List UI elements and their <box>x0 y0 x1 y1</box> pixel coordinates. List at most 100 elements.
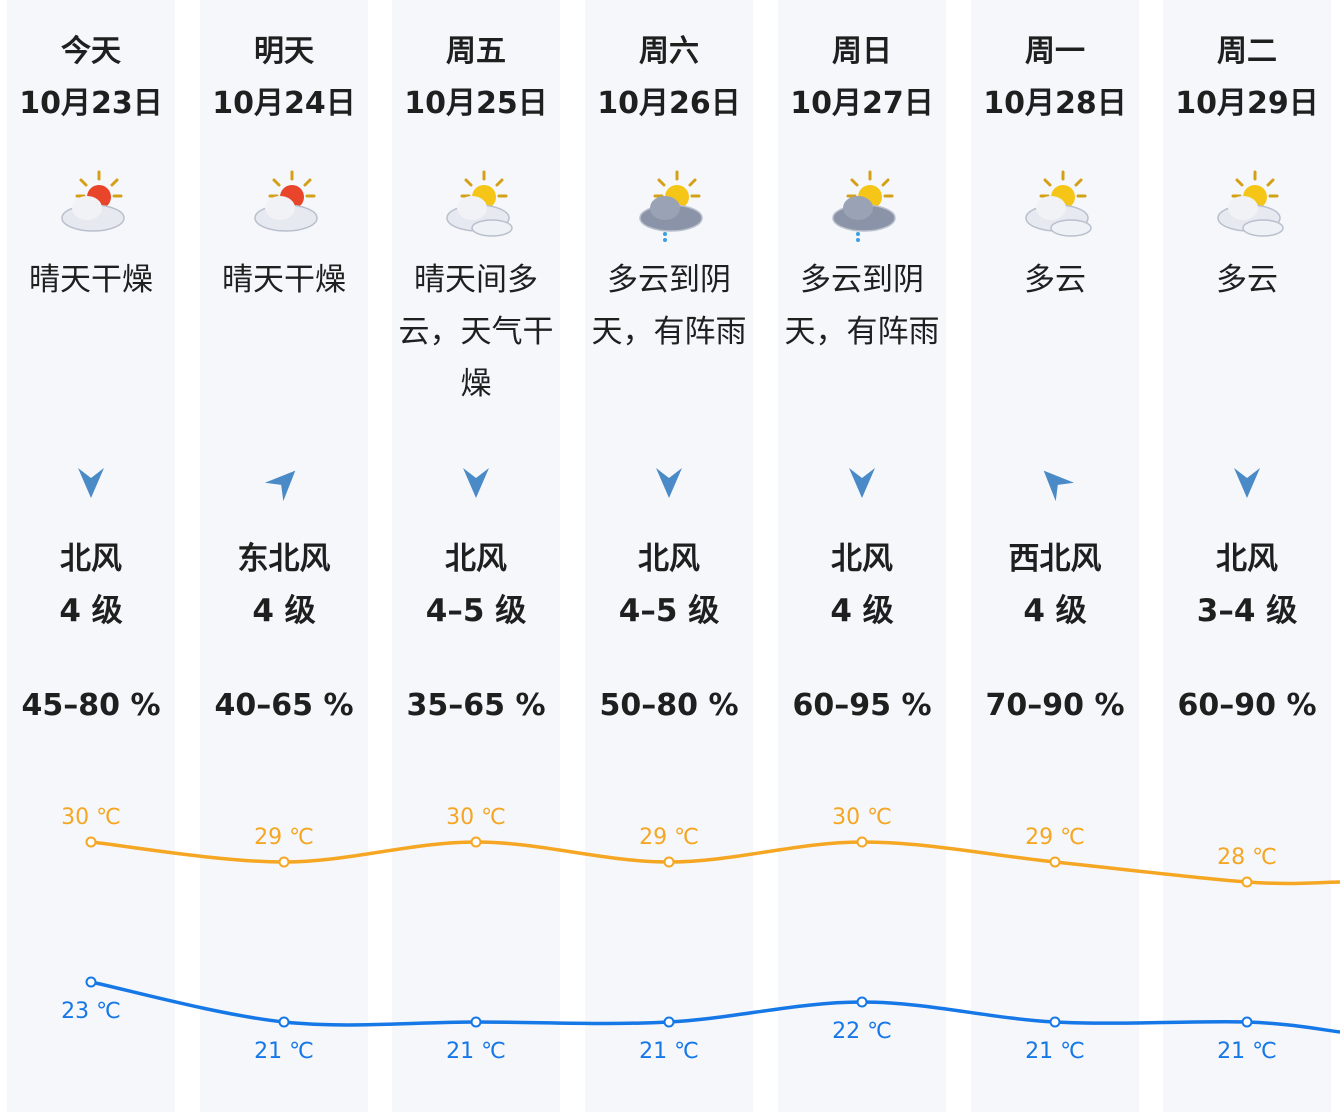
cloud-icon <box>639 196 703 232</box>
day-date: 10月28日 <box>983 86 1127 121</box>
wind-direction-icon <box>461 462 491 502</box>
weather-icon <box>57 168 129 238</box>
day-date: 10月26日 <box>597 86 741 121</box>
low-temp-label: 21 ℃ <box>446 1039 506 1064</box>
weather-description: 晴天干燥 <box>29 262 153 298</box>
humidity: 40–65 % <box>214 688 354 723</box>
forecast-day-column: 明天 10月24日 晴天干燥 东北风 4 级 40–65 % <box>200 0 368 1112</box>
weather-icon <box>1021 168 1093 238</box>
low-temp-point <box>1241 1016 1253 1028</box>
wind-direction: 北风 <box>831 541 893 577</box>
day-header: 明天 10月24日 <box>200 26 368 130</box>
sun-behind-cloud-icon <box>61 170 125 232</box>
low-temp-label: 21 ℃ <box>639 1039 699 1064</box>
weather-icon <box>1213 168 1285 238</box>
weather-icon <box>250 168 322 238</box>
low-temp-point <box>85 976 97 988</box>
weather-description: 晴天间多云，天气干燥 <box>398 262 554 402</box>
forecast-day-column: 周五 10月25日 晴天间多云，天气干燥 北风 4–5 级 35–65 % <box>392 0 560 1112</box>
low-temp-point <box>470 1016 482 1028</box>
high-temp-point <box>1049 856 1061 868</box>
low-temp-label: 21 ℃ <box>254 1039 314 1064</box>
day-date: 10月29日 <box>1175 86 1319 121</box>
wind-info: 北风 4 级 <box>778 533 946 637</box>
cloud-icon <box>61 196 125 232</box>
low-temp-point <box>663 1016 675 1028</box>
low-temp-label: 21 ℃ <box>1025 1039 1085 1064</box>
partly-cloudy-icon <box>1217 170 1284 237</box>
wind-info: 西北风 4 级 <box>971 533 1139 637</box>
wind-direction-icon <box>264 462 299 502</box>
forecast-day-column: 今天 10月23日 晴天干燥 北风 4 级 45–80 % <box>7 0 175 1112</box>
high-temp-point <box>856 836 868 848</box>
wind-info: 北风 3–4 级 <box>1163 533 1331 637</box>
wind-info: 北风 4–5 级 <box>585 533 753 637</box>
weather-icon <box>635 168 707 242</box>
high-temp-point <box>663 856 675 868</box>
day-header: 周五 10月25日 <box>392 26 560 130</box>
low-temp-label: 23 ℃ <box>61 999 121 1024</box>
high-temp-label: 28 ℃ <box>1217 845 1277 870</box>
wind-info: 北风 4 级 <box>7 533 175 637</box>
wind-info: 东北风 4 级 <box>200 533 368 637</box>
wind-info: 北风 4–5 级 <box>392 533 560 637</box>
wind-direction-icon <box>654 462 684 502</box>
weather-description: 多云到阴天，有阵雨 <box>591 262 747 350</box>
wind-direction: 北风 <box>60 541 122 577</box>
wind-level: 4 级 <box>1023 593 1087 629</box>
wind-direction: 西北风 <box>1008 541 1102 577</box>
sun-behind-cloud-icon <box>254 170 318 232</box>
sun-icon <box>75 170 123 209</box>
day-date: 10月27日 <box>790 86 934 121</box>
low-temp-point <box>856 996 868 1008</box>
high-temp-label: 30 ℃ <box>61 805 121 830</box>
wind-direction: 北风 <box>1216 541 1278 577</box>
forecast-day-column: 周二 10月29日 多云 北风 3–4 级 60–90 % <box>1163 0 1331 1112</box>
humidity: 45–80 % <box>21 688 161 723</box>
day-name: 周五 <box>446 34 506 69</box>
partly-cloudy-icon <box>446 170 513 237</box>
forecast-day-column: 周六 10月26日 多云到阴天，有阵雨 北风 4–5 级 50–80 % <box>585 0 753 1112</box>
wind-direction-icon <box>1040 462 1075 502</box>
day-header: 周二 10月29日 <box>1163 26 1331 130</box>
wind-direction-icon <box>1232 462 1262 502</box>
humidity: 70–90 % <box>985 688 1125 723</box>
wind-level: 4 级 <box>252 593 316 629</box>
day-name: 明天 <box>254 34 314 69</box>
cloud-rain-icon <box>832 170 896 242</box>
wind-direction-icon <box>76 462 106 502</box>
weather-icon <box>442 168 514 238</box>
weather-description: 多云 <box>1024 262 1086 298</box>
cloud-rain-icon <box>639 170 703 242</box>
day-header: 周日 10月27日 <box>778 26 946 130</box>
weather-description: 多云到阴天，有阵雨 <box>784 262 940 350</box>
day-name: 周六 <box>639 34 699 69</box>
day-name: 今天 <box>61 34 121 69</box>
weather-icon <box>828 168 900 242</box>
day-date: 10月25日 <box>404 86 548 121</box>
partly-cloudy-icon <box>1025 170 1092 237</box>
high-temp-label: 30 ℃ <box>832 805 892 830</box>
high-temp-label: 29 ℃ <box>1025 825 1085 850</box>
wind-direction: 东北风 <box>237 541 331 577</box>
day-header: 今天 10月23日 <box>7 26 175 130</box>
day-name: 周一 <box>1025 34 1085 69</box>
forecast-day-column: 周日 10月27日 多云到阴天，有阵雨 北风 4 级 60–95 % <box>778 0 946 1112</box>
high-temp-label: 30 ℃ <box>446 805 506 830</box>
sun-icon <box>1039 170 1087 209</box>
high-temp-label: 29 ℃ <box>254 825 314 850</box>
high-temp-point <box>470 836 482 848</box>
humidity: 50–80 % <box>599 688 739 723</box>
day-name: 周日 <box>832 34 892 69</box>
low-temp-label: 21 ℃ <box>1217 1039 1277 1064</box>
forecast-day-column: 周一 10月28日 多云 西北风 4 级 70–90 % <box>971 0 1139 1112</box>
rain-drops-icon <box>856 232 860 242</box>
wind-level: 4–5 级 <box>618 593 720 629</box>
high-temp-label: 29 ℃ <box>639 825 699 850</box>
day-date: 10月24日 <box>212 86 356 121</box>
wind-direction: 北风 <box>638 541 700 577</box>
high-temp-line <box>90 840 1340 886</box>
high-temp-point <box>85 836 97 848</box>
high-temp-point <box>1241 876 1253 888</box>
